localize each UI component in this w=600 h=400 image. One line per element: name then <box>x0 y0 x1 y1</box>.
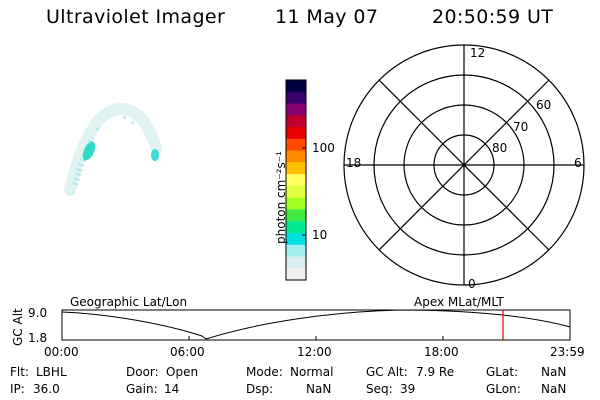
glat-value: NaN <box>541 365 567 379</box>
orbit-altitude-curve <box>61 309 571 340</box>
colorbar-segment <box>286 256 306 269</box>
x-label-0600: 06:00 <box>170 345 205 359</box>
gain-value: 14 <box>164 382 180 396</box>
timeline-right-title: Apex MLat/MLT <box>414 295 504 309</box>
colorbar-segment <box>286 232 306 246</box>
colorbar-segment <box>286 91 306 105</box>
gc-alt-value: 7.9 Re <box>416 365 455 379</box>
polar-label-mlt-18: 18 <box>346 156 362 170</box>
x-label-1200: 12:00 <box>297 345 332 359</box>
x-label-1800: 18:00 <box>424 345 459 359</box>
polar-label-mlt-12: 12 <box>470 46 486 60</box>
auroral-image <box>64 102 163 196</box>
polar-label-lat-80: 80 <box>492 141 508 155</box>
colorbar <box>286 80 306 281</box>
polar-diagonal-2 <box>378 79 550 251</box>
flt-label: Flt: <box>10 365 29 379</box>
colorbar-segment <box>286 127 306 140</box>
polar-label-mlt-6: 6 <box>574 156 582 170</box>
polar-label-mlt-0: 0 <box>468 277 476 291</box>
colorbar-segment <box>286 221 306 234</box>
ip-value: 36.0 <box>33 382 60 396</box>
colorbar-segment <box>286 80 306 93</box>
instrument-title: Ultraviolet Imager <box>46 6 226 28</box>
dsp-label: Dsp: <box>246 382 274 396</box>
colorbar-segment <box>286 162 306 175</box>
colorbar-segment <box>286 209 306 222</box>
gain-label: Gain: <box>126 382 158 396</box>
door-label: Door: <box>126 365 159 379</box>
door-value: Open <box>166 365 199 379</box>
colorbar-segment <box>286 115 306 128</box>
timeline-axis-label: GC Alt <box>11 308 25 346</box>
dsp-value: NaN <box>306 382 332 396</box>
timeline-frame <box>61 309 571 341</box>
colorbar-segment <box>286 103 306 116</box>
timeline-left-title: Geographic Lat/Lon <box>70 295 188 309</box>
mode-value: Normal <box>290 365 334 379</box>
seq-label: Seq: <box>366 382 393 396</box>
colorbar-segment <box>286 138 306 152</box>
timeline-panel <box>61 309 571 341</box>
seq-value: 39 <box>400 382 416 396</box>
colorbar-segment <box>286 197 306 210</box>
observation-time: 20:50:59 UT <box>432 6 554 28</box>
gc-alt-label: GC Alt: <box>366 365 408 379</box>
x-label-2359: 23:59 <box>550 345 585 359</box>
colorbar-frame <box>285 79 307 281</box>
polar-label-lat-60: 60 <box>536 98 552 112</box>
x-label-0000: 00:00 <box>44 345 79 359</box>
flt-value: LBHL <box>36 365 67 379</box>
glon-label: GLon: <box>486 382 521 396</box>
observation-date: 11 May 07 <box>275 6 379 28</box>
timeline-y-bottom: 1.8 <box>28 331 48 345</box>
colorbar-label-100: 100 <box>312 141 335 155</box>
mode-label: Mode: <box>246 365 283 379</box>
timeline-y-top: 9.0 <box>28 306 48 320</box>
colorbar-unit-label: photon cm⁻²s⁻¹ <box>274 151 288 244</box>
polar-label-lat-70: 70 <box>513 120 529 134</box>
glon-value: NaN <box>541 382 567 396</box>
colorbar-label-10: 10 <box>312 228 328 242</box>
glat-label: GLat: <box>486 365 519 379</box>
colorbar-segment <box>286 174 306 187</box>
colorbar-segment <box>286 244 306 257</box>
colorbar-segment <box>286 268 306 281</box>
polar-plot <box>343 44 585 286</box>
colorbar-segment <box>286 185 306 199</box>
colorbar-segment <box>286 150 306 163</box>
ip-label: IP: <box>10 382 25 396</box>
